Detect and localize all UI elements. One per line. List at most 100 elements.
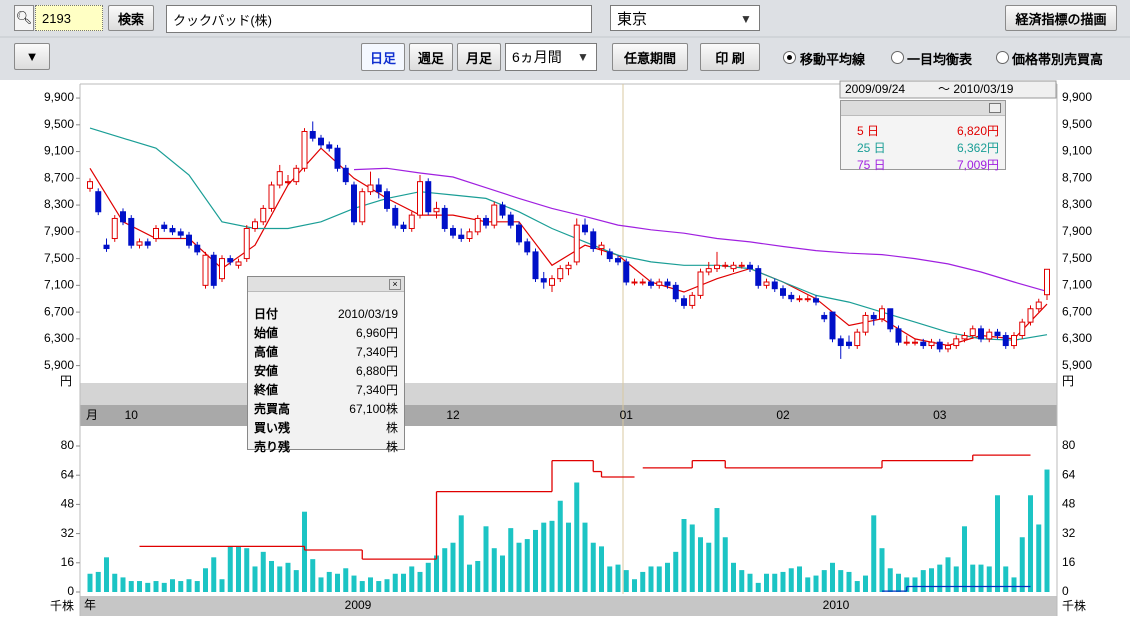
candle-body <box>656 281 663 286</box>
volume-bar <box>516 542 522 592</box>
candle-body <box>351 184 357 223</box>
candle-body <box>144 241 151 246</box>
volume-bar <box>970 564 976 592</box>
x-tick-label: 12 <box>446 408 460 422</box>
volume-bar <box>615 564 621 592</box>
volume-unit: 千株 <box>50 598 74 613</box>
search-icon[interactable]: 🔍︎ <box>14 5 34 31</box>
volume-bar <box>500 555 505 592</box>
period-monthly[interactable]: 月足 <box>457 43 501 71</box>
tooltip-label: 日付 <box>254 307 279 321</box>
volume-bar <box>821 570 827 592</box>
candle-body <box>994 331 1001 337</box>
volume-bar <box>483 526 489 592</box>
x-tick-label: 02 <box>776 408 790 422</box>
radio[interactable] <box>891 51 904 64</box>
y-tick-label-right: 8,700 <box>1062 170 1092 184</box>
candle-body <box>920 341 927 347</box>
candle-body <box>483 217 489 226</box>
custom-button[interactable]: 任意期間 <box>612 43 688 71</box>
volume-bar <box>986 566 992 592</box>
tooltip-row: 売り残 株 <box>248 437 404 456</box>
econ-button[interactable]: 経済指標の描画 <box>1005 5 1117 31</box>
radio[interactable] <box>996 51 1009 64</box>
candle-body <box>219 258 225 280</box>
volume-bar <box>392 573 398 592</box>
volume-bar <box>640 571 646 592</box>
candle-body <box>862 314 869 333</box>
volume-tick-label: 0 <box>67 584 74 598</box>
y-tick-label: 5,900 <box>44 358 74 372</box>
candle-body <box>565 264 572 270</box>
candle-body <box>268 184 275 209</box>
candle-body <box>87 181 93 189</box>
candle-body <box>466 231 473 240</box>
close-icon[interactable]: × <box>389 279 401 290</box>
period-daily[interactable]: 日足 <box>361 43 405 71</box>
x-unit: 月 <box>86 408 98 422</box>
radio[interactable] <box>783 51 796 64</box>
candle-body <box>235 261 242 266</box>
volume-bar <box>491 548 497 592</box>
market-select[interactable]: 東京 ▼ <box>610 5 760 31</box>
candle-body <box>210 254 217 286</box>
menu-button[interactable]: ▼ <box>14 43 50 70</box>
volume-tick-label: 64 <box>61 467 75 481</box>
print-button[interactable]: 印 刷 <box>700 43 760 71</box>
indicator-label[interactable]: 一目均衡表 <box>907 51 973 67</box>
tooltip-value: 株 <box>385 440 398 454</box>
candle-body <box>747 264 753 270</box>
candle-body <box>648 281 654 286</box>
candle-body <box>549 278 555 286</box>
tooltip: × 日付 2010/03/19 始値 6,960円 高値 7,340円 安値 6,880円 終値… <box>247 276 405 454</box>
volume-tick-label-right: 0 <box>1062 584 1069 598</box>
candle-body <box>227 258 234 263</box>
volume-bar <box>153 581 159 592</box>
indicator-label[interactable]: 価格帯別売買高 <box>1012 51 1104 67</box>
volume-bar <box>95 571 101 592</box>
volume-bar <box>541 522 547 592</box>
volume-bar <box>590 542 596 592</box>
volume-bar <box>896 573 901 592</box>
candle-body <box>252 221 258 229</box>
volume-bar <box>1019 537 1025 592</box>
volume-bar <box>87 573 93 592</box>
month-bar <box>80 405 1057 426</box>
volume-bar <box>945 557 951 592</box>
candle-body <box>639 281 646 284</box>
tooltip-label: 高値 <box>254 345 279 359</box>
candle-body <box>837 338 844 347</box>
volume-bar <box>722 537 728 592</box>
gap-strip <box>80 383 1057 405</box>
tooltip-row: 終値 7,340円 <box>248 380 404 399</box>
candle-body <box>928 341 935 347</box>
candle-body <box>936 341 943 350</box>
volume-tick-label: 80 <box>61 438 75 452</box>
volume-bar <box>128 581 134 592</box>
volume-bar <box>318 577 324 592</box>
volume-bar <box>574 482 580 592</box>
span-select[interactable]: 6ヵ月間 ▼ <box>505 43 597 71</box>
minimize-icon[interactable] <box>989 103 1001 113</box>
candle-body <box>582 224 588 233</box>
volume-bar <box>549 520 555 592</box>
year-label: 2010 <box>823 598 850 612</box>
legend-row: 75 日 7,009円 <box>841 156 1005 173</box>
candle-body <box>136 241 143 246</box>
candle-body <box>912 341 918 344</box>
tooltip-label: 終値 <box>254 383 279 397</box>
indicator-label[interactable]: 移動平均線 <box>800 51 866 67</box>
search-button[interactable]: 検索 <box>108 5 154 31</box>
candle-body <box>120 211 126 223</box>
candle-body <box>1035 301 1042 310</box>
volume-bar <box>854 581 860 592</box>
period-weekly[interactable]: 週足 <box>409 43 453 71</box>
volume-bar <box>219 579 225 592</box>
volume-bar <box>1044 469 1050 592</box>
candle-body <box>169 227 176 233</box>
candle-body <box>714 264 720 270</box>
candle-body <box>532 251 539 280</box>
search-code[interactable]: 2193 <box>35 5 103 31</box>
candle-body <box>318 137 324 146</box>
